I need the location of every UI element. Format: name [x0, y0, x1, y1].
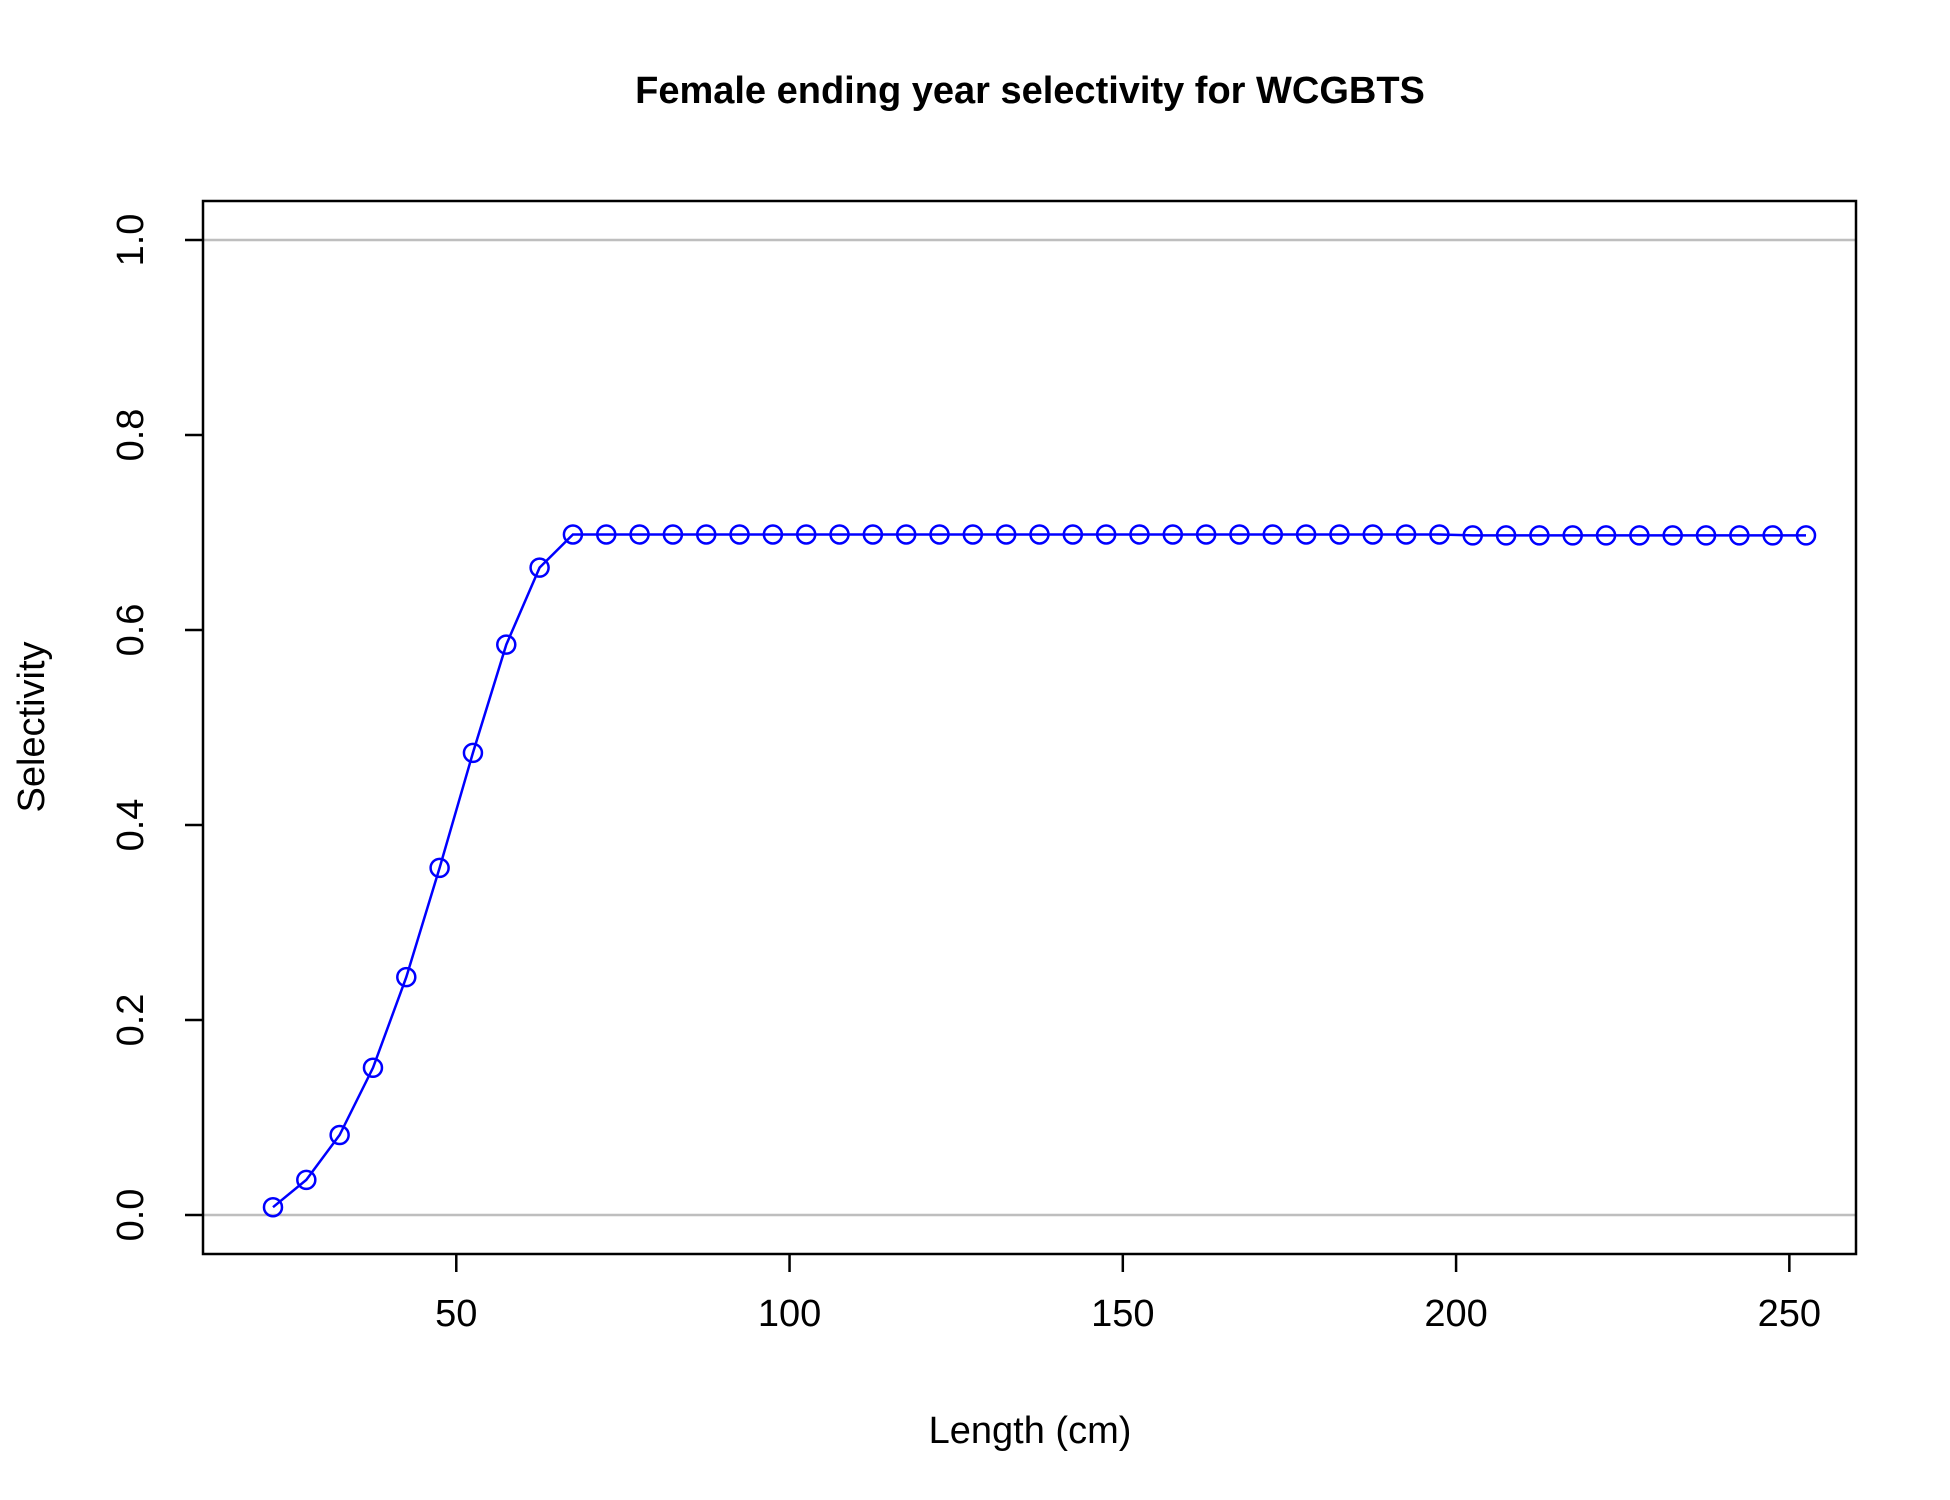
- x-tick-label-4: 250: [1758, 1293, 1821, 1335]
- data-point: [895, 524, 917, 545]
- data-point: [762, 524, 784, 545]
- data-point: [562, 524, 584, 545]
- data-point: [1229, 524, 1250, 545]
- data-point: [1129, 524, 1150, 545]
- data-point: [1429, 524, 1450, 545]
- data-point: [1262, 524, 1284, 545]
- data-point: [1495, 525, 1517, 546]
- y-tick-label-1: 0.2: [110, 994, 152, 1047]
- data-point: [1362, 524, 1384, 545]
- data-point: [795, 524, 817, 545]
- data-point: [995, 524, 1017, 545]
- data-point: [1562, 525, 1583, 546]
- data-point: [1195, 524, 1217, 545]
- plot-frame: [201, 199, 1858, 1256]
- data-point: [1762, 525, 1783, 546]
- data-point: [1462, 525, 1483, 546]
- data-point: [929, 524, 950, 545]
- data-point: [729, 524, 750, 545]
- data-point: [862, 524, 884, 545]
- data-point: [1095, 524, 1117, 545]
- y-axis: 0.0 0.2 0.4 0.6 0.8 1.0: [110, 214, 203, 1242]
- x-tick-label-1: 100: [758, 1293, 821, 1335]
- y-tick-label-0: 0.0: [110, 1189, 152, 1242]
- y-tick-label-4: 0.8: [110, 409, 152, 462]
- data-point: [429, 857, 450, 879]
- y-tick-label-3: 0.6: [110, 604, 152, 657]
- data-point: [1595, 525, 1617, 546]
- x-axis-label: Length (cm): [929, 1410, 1132, 1452]
- data-point: [529, 557, 550, 578]
- data-point: [496, 634, 517, 655]
- data-point: [1395, 524, 1417, 545]
- data-point: [1795, 525, 1817, 546]
- data-point: [1162, 524, 1184, 545]
- data-point: [1729, 525, 1750, 546]
- data-point: [662, 524, 684, 545]
- data-point: [1695, 525, 1717, 546]
- series-selectivity: [262, 524, 1817, 1218]
- data-point: [829, 524, 850, 545]
- data-point: [1062, 524, 1084, 545]
- data-point: [462, 742, 484, 764]
- data-point: [596, 524, 617, 545]
- y-axis-label: Selectivity: [11, 641, 53, 812]
- data-point: [1662, 525, 1683, 546]
- data-point: [1029, 524, 1050, 545]
- data-point: [1529, 525, 1550, 546]
- y-tick-label-2: 0.4: [110, 799, 152, 852]
- x-tick-label-2: 150: [1091, 1293, 1154, 1335]
- data-point: [1295, 524, 1317, 545]
- x-tick-label-3: 200: [1424, 1293, 1487, 1335]
- data-point: [695, 524, 717, 545]
- data-point: [296, 1169, 317, 1191]
- data-point: [1329, 524, 1350, 545]
- series-line-0: [272, 533, 1806, 1209]
- data-point: [262, 1196, 284, 1218]
- data-point: [962, 524, 984, 545]
- y-tick-label-5: 1.0: [110, 214, 152, 267]
- data-point: [629, 524, 650, 545]
- chart-title: Female ending year selectivity for WCGBT…: [635, 70, 1425, 112]
- data-point: [1629, 525, 1650, 546]
- data-point: [362, 1057, 384, 1079]
- data-point: [396, 966, 417, 988]
- reference-lines: [203, 238, 1856, 1217]
- x-tick-label-0: 50: [435, 1293, 477, 1335]
- data-point: [329, 1124, 350, 1146]
- x-axis: 50 100 150 200 250: [435, 1254, 1821, 1335]
